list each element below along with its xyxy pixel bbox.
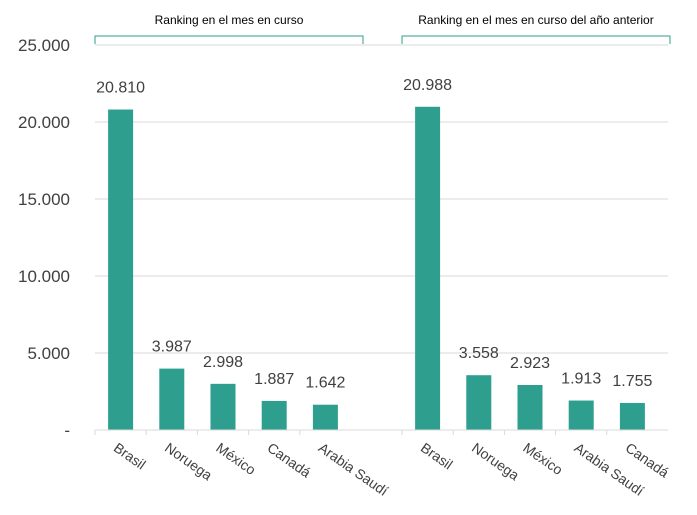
category-label: México xyxy=(213,439,259,478)
y-tick-label: 10.000 xyxy=(18,267,70,286)
bar xyxy=(108,109,134,430)
category-label: Brasil xyxy=(111,439,149,472)
data-label: 2.998 xyxy=(203,354,243,371)
data-label: 1.755 xyxy=(612,373,652,390)
group-brackets: Ranking en el mes en curso Ranking en el … xyxy=(94,13,671,44)
bar xyxy=(312,404,338,430)
category-label: Noruega xyxy=(162,439,215,483)
y-tick-label: - xyxy=(64,421,70,440)
category-label: México xyxy=(520,439,566,478)
data-label: 20.810 xyxy=(96,80,145,97)
y-tick-label: 5.000 xyxy=(27,344,70,363)
category-label: Canadá xyxy=(264,439,314,480)
data-label: 1.642 xyxy=(305,375,345,392)
data-label: 3.987 xyxy=(152,339,192,356)
category-label: Arabia Saudí xyxy=(316,439,392,499)
group-label: Ranking en el mes en curso del año anter… xyxy=(418,13,653,27)
y-axis-ticks: - 5.000 10.000 15.000 20.000 25.000 xyxy=(18,36,70,440)
bar xyxy=(261,400,287,430)
y-tick-label: 20.000 xyxy=(18,113,70,132)
data-label: 3.558 xyxy=(459,345,499,362)
data-label: 20.988 xyxy=(403,77,452,94)
category-label: Brasil xyxy=(418,439,456,472)
gridlines xyxy=(95,44,668,354)
y-tick-label: 25.000 xyxy=(18,36,70,55)
bar xyxy=(619,402,645,430)
bar xyxy=(517,384,543,430)
category-label: Noruega xyxy=(469,439,522,483)
group-bracket xyxy=(94,35,364,44)
data-label: 1.887 xyxy=(254,371,294,388)
data-label: 1.913 xyxy=(561,371,601,388)
group-label: Ranking en el mes en curso xyxy=(155,13,304,27)
bar xyxy=(568,400,594,430)
bar xyxy=(159,368,185,430)
y-tick-label: 15.000 xyxy=(18,190,70,209)
data-label: 2.923 xyxy=(510,355,550,372)
bar xyxy=(466,375,492,430)
bars xyxy=(108,106,645,431)
bar xyxy=(210,383,236,430)
data-labels: 20.810 3.987 2.998 1.887 1.642 20.988 3.558 2.9… xyxy=(96,77,652,392)
group-bracket xyxy=(401,35,671,44)
bar xyxy=(415,106,441,431)
